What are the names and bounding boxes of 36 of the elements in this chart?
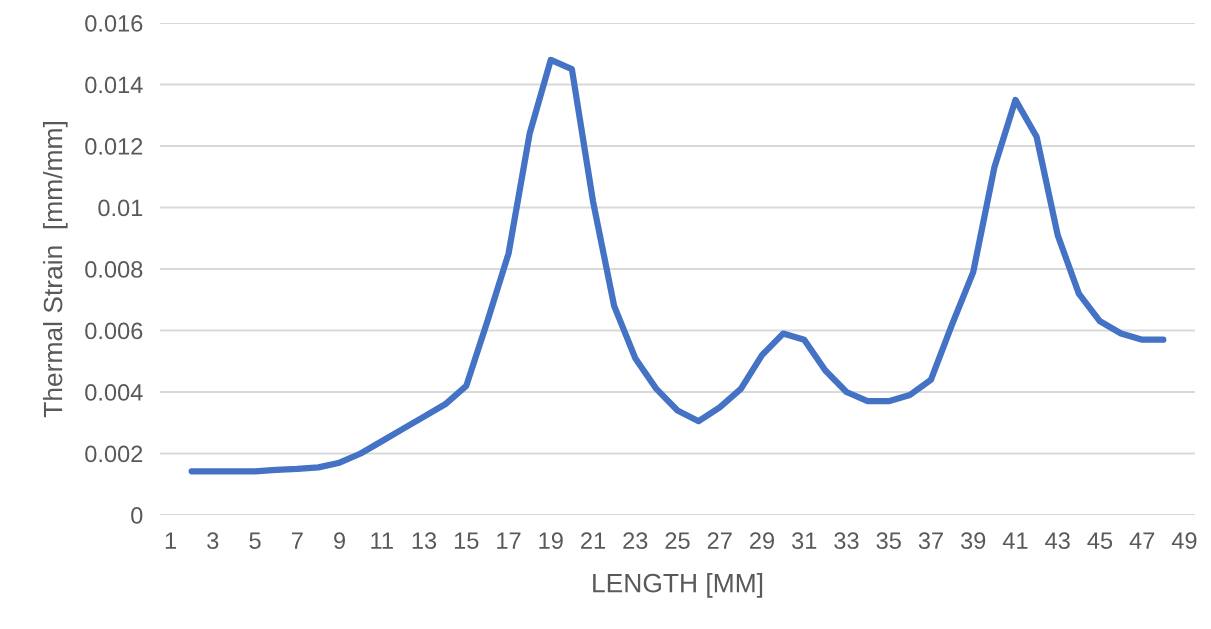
y-tick-label: 0.016	[85, 15, 143, 32]
x-tick-label: 15	[454, 532, 479, 550]
y-tick-label: 0.008	[85, 261, 143, 278]
x-tick-label: 19	[539, 532, 563, 550]
x-tick-label: 37	[918, 532, 943, 550]
x-axis-title: LENGTH [MM]	[593, 573, 763, 598]
x-tick-label: 1	[165, 532, 176, 549]
x-tick-label: 49	[1171, 532, 1197, 550]
y-tick-label: 0.012	[85, 138, 143, 155]
x-tick-label: 23	[623, 532, 648, 550]
x-tick-label: 27	[707, 532, 732, 549]
x-tick-label: 31	[792, 532, 817, 550]
x-tick-label: 41	[1002, 532, 1028, 549]
y-tick-label: 0.002	[85, 445, 143, 463]
x-tick-label: 7	[291, 532, 303, 549]
x-tick-label: 39	[960, 532, 986, 550]
x-tick-label: 3	[207, 532, 219, 550]
x-tick-label: 5	[249, 532, 261, 550]
x-tick-label: 9	[334, 532, 345, 550]
x-tick-label: 43	[1045, 532, 1070, 550]
x-tick-label: 29	[750, 532, 774, 550]
x-tick-label: 11	[371, 532, 393, 549]
y-tick-label: 0.014	[85, 76, 143, 94]
x-tick-label: 17	[497, 532, 521, 549]
x-tick-label: 47	[1129, 532, 1155, 549]
x-tick-label: 45	[1087, 532, 1113, 550]
y-tick-label: 0.01	[98, 199, 143, 217]
y-tick-label: 0	[131, 507, 143, 524]
x-tick-label: 25	[665, 532, 690, 550]
x-tick-label: 35	[876, 532, 901, 550]
y-axis-title: Thermal Strain [mm/mm]	[42, 122, 68, 418]
x-tick-label: 13	[412, 532, 437, 550]
y-tick-label: 0.006	[85, 322, 143, 340]
x-tick-label: 21	[581, 532, 605, 549]
y-tick-label: 0.004	[85, 384, 143, 401]
x-tick-label: 33	[834, 532, 859, 550]
